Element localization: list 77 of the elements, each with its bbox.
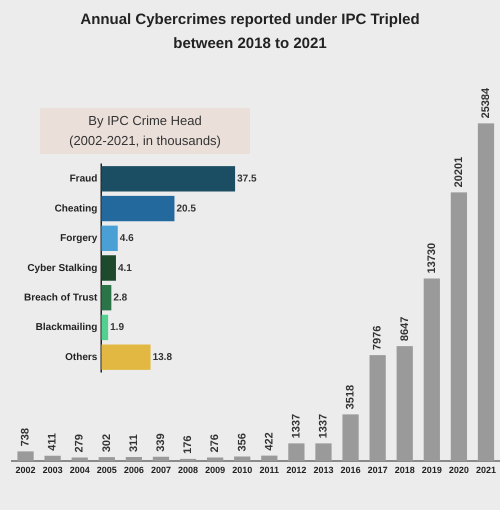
data-label: 4.1 [118, 262, 132, 274]
data-label: 20.5 [176, 203, 196, 214]
data-label: 311 [128, 434, 140, 452]
data-label: 279 [74, 434, 86, 452]
bar [315, 443, 332, 462]
bar [396, 346, 413, 462]
y-tick-label: Blackmailing [36, 322, 98, 334]
bar [126, 457, 142, 462]
data-label: 8647 [398, 316, 411, 342]
x-tick-label: 2008 [178, 465, 198, 476]
data-label: 411 [46, 432, 59, 451]
bar [478, 123, 494, 462]
data-label: 3518 [344, 384, 357, 410]
x-tick-label: 2004 [70, 465, 90, 476]
data-label: 422 [263, 432, 276, 451]
y-tick-label: Cheating [54, 203, 98, 214]
data-label: 176 [182, 436, 194, 454]
y-tick-label: Fraud [70, 174, 98, 185]
bar [450, 192, 468, 462]
data-label: 1337 [290, 414, 302, 438]
data-label: 25384 [480, 86, 492, 118]
bar [101, 166, 236, 192]
bar [17, 451, 34, 462]
bar [101, 344, 151, 370]
y-tick-label: Breach of Trust [24, 292, 98, 304]
chart-title: By IPC Crime Head [87, 112, 203, 130]
data-label: 37.5 [237, 174, 257, 185]
data-label: 1.9 [110, 322, 124, 334]
data-label: 4.6 [120, 233, 134, 244]
x-tick-label: 2021 [476, 465, 496, 476]
bar [101, 314, 108, 340]
bar [424, 278, 440, 462]
x-tick-label: 2019 [422, 465, 442, 476]
x-tick-label: 2007 [150, 465, 171, 476]
data-label: 1337 [318, 414, 330, 438]
x-tick-label: 2011 [260, 465, 280, 476]
bar [98, 457, 115, 462]
x-tick-label: 2017 [368, 465, 388, 476]
x-tick-label: 2009 [205, 465, 226, 476]
data-label: 276 [209, 434, 222, 453]
bar [101, 226, 118, 251]
data-label: 738 [20, 428, 32, 446]
x-tick-label: 2006 [124, 465, 144, 476]
x-tick-label: 2012 [286, 465, 306, 476]
data-label: 339 [155, 433, 167, 452]
x-tick-label: 2020 [448, 465, 469, 476]
x-tick-label: 2002 [16, 465, 36, 476]
bar [44, 456, 61, 462]
data-label: 2.8 [113, 292, 128, 304]
x-tick-label: 2016 [340, 465, 361, 476]
bar [342, 414, 359, 462]
y-tick-label: Cyber Stalking [27, 262, 98, 274]
bar [234, 456, 250, 462]
x-tick-label: 2013 [313, 465, 334, 476]
x-tick-label: 2005 [96, 465, 117, 476]
bar [370, 355, 386, 462]
data-label: 13730 [426, 242, 438, 274]
bar [207, 458, 224, 462]
chart-subtitle: (2002-2021, in thousands) [68, 132, 222, 150]
data-label: 7976 [372, 326, 384, 350]
bar [101, 196, 174, 222]
x-tick-label: 2018 [394, 465, 415, 476]
bar [288, 443, 305, 462]
x-tick-label: 2003 [42, 465, 63, 476]
bar [101, 255, 116, 281]
data-label: 13.8 [152, 352, 172, 363]
data-label: 302 [100, 434, 113, 452]
y-tick-label: Others [65, 352, 98, 363]
x-tick-label: 2010 [232, 465, 252, 476]
chart-title: Annual Cybercrimes reported under IPC Tripled between 2018 to 2021 [79, 10, 421, 54]
data-label: 20201 [452, 156, 465, 188]
bar [152, 456, 170, 462]
bar [101, 285, 112, 310]
bar [261, 456, 278, 462]
y-tick-label: Forgery [60, 233, 98, 244]
data-label: 356 [236, 433, 248, 452]
bar [72, 457, 88, 462]
